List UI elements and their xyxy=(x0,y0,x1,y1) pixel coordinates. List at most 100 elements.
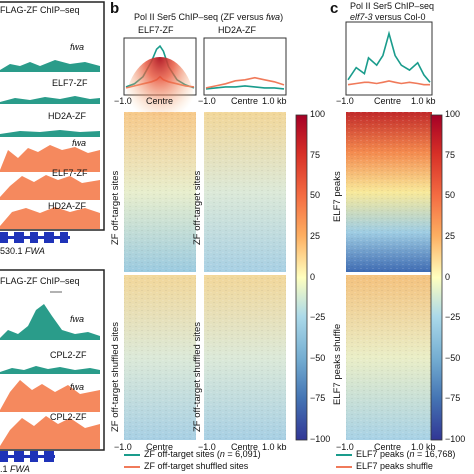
colorbar-tick: −100 xyxy=(310,434,331,444)
legend-b-1-swatch xyxy=(124,453,140,456)
track-label-cpl2-1: CPL2-ZF xyxy=(50,350,87,360)
gene-label-top-italic: FWA xyxy=(25,246,45,256)
panel-a-top-title: FLAG-ZF ChIP–seq xyxy=(0,5,80,15)
row-label-c-1: ELF7 peaks xyxy=(332,171,343,222)
colorbar-tick: −25 xyxy=(445,312,461,323)
track-fwa-4 xyxy=(0,380,100,412)
heatmap-b-hd2a-bottom xyxy=(204,275,286,440)
gene-label-bottom-italic: FWA xyxy=(10,464,30,474)
profile-line-c-1 xyxy=(347,80,430,86)
xtick-bhm-centre1: Centre xyxy=(146,442,174,452)
track-cpl2-2 xyxy=(0,416,100,449)
track-fwa-3 xyxy=(0,304,100,340)
track-label-cpl2-2: CPL2-ZF xyxy=(50,412,87,422)
track-label-fwa-3: fwa xyxy=(70,314,85,324)
colorbar-tick: 50 xyxy=(445,190,456,201)
xtick-bhm-left: −1.0 xyxy=(114,442,132,452)
xtick-b2-centre: Centre xyxy=(231,96,259,106)
colorbar-tick: −100 xyxy=(445,434,466,444)
legend-c-1-italic: n xyxy=(409,449,415,459)
profile-line-c-0 xyxy=(347,30,431,83)
row-label-b-2b: ZF off-target shuffled sites xyxy=(192,321,203,432)
row-label-b-2a: ZF off-target shuffled sites xyxy=(110,321,121,432)
colorbar-tick: 50 xyxy=(310,190,321,201)
gene-label-bottom-prefix: .1 xyxy=(0,464,8,474)
row-label-c-2: ELF7 peaks shuffle xyxy=(332,323,343,405)
xtick-bhm-centre2: Centre xyxy=(231,442,259,452)
colorbar-tick: −25 xyxy=(310,312,326,323)
panel-c-title: Pol II Ser5 ChIP–seq xyxy=(350,1,435,11)
profile-line-b-HD2A-ZF-0 xyxy=(205,85,285,90)
gene-label-top: 530.1 FWA xyxy=(0,246,45,256)
colorbar-tick: 25 xyxy=(310,230,321,241)
track-hd2a-1 xyxy=(0,130,100,137)
xtick-b1-centre: Centre xyxy=(146,96,174,106)
track-fwa-2 xyxy=(0,145,100,172)
colorbar-tick: 0 xyxy=(445,271,451,282)
track-cpl2-1 xyxy=(0,366,100,374)
legend-c-1-suffix: = 16,768) xyxy=(414,449,456,459)
legend-c-2-swatch xyxy=(336,465,352,468)
panel-c-subtitle: elf7-3 versus Col-0 xyxy=(350,12,426,22)
panel-a-bottom-title: FLAG-ZF ChIP–seq xyxy=(0,276,80,286)
panel-b-title-suffix: ) xyxy=(280,12,284,22)
panel-b-title-prefix: Pol II Ser5 ChIP–seq (ZF versus xyxy=(134,12,267,22)
gene-model-top xyxy=(0,232,70,243)
legend-b-1-prefix: ZF off-target sites ( xyxy=(144,449,220,459)
xtick-b2-left: −1.0 xyxy=(198,96,216,106)
legend-b-1-italic: n xyxy=(219,449,225,459)
xtick-c-centre: Centre xyxy=(374,96,402,106)
colorbar-tick: −75 xyxy=(310,393,326,404)
panel-c-letter: c xyxy=(330,0,339,17)
colorbar-tick: −50 xyxy=(445,352,461,363)
col-label-elf7: ELF7-ZF xyxy=(138,25,174,35)
legend-b-2-swatch xyxy=(124,465,140,468)
xtick-chm-centre: Centre xyxy=(374,442,402,452)
track-label-fwa-4: fwa xyxy=(70,382,85,392)
panel-c-subtitle-suffix: versus Col-0 xyxy=(372,12,426,22)
colorbar-tick: −50 xyxy=(310,352,326,363)
legend-c-1-prefix: ELF7 peaks ( xyxy=(356,449,410,459)
colorbar-tick: 75 xyxy=(310,149,321,160)
panel-a-bottom-tracks xyxy=(0,291,100,449)
row-label-b-1a: ZF off-target sites xyxy=(110,170,121,245)
xtick-bhm-left2: −1.0 xyxy=(198,442,216,452)
xtick-c-right: 1.0 kb xyxy=(411,96,436,106)
colorbar-tick: 100 xyxy=(310,109,326,119)
xtick-chm-left: −1.0 xyxy=(336,442,354,452)
profile-box-c xyxy=(345,21,433,96)
panel-b-letter: b xyxy=(110,0,120,17)
panel-b-title-italic: fwa xyxy=(266,12,281,22)
xtick-b1-left: −1.0 xyxy=(114,96,132,106)
track-label-elf7-1: ELF7-ZF xyxy=(52,78,88,88)
heatmap-c-bottom xyxy=(346,275,432,440)
heatmap-b-elf7-bottom xyxy=(124,275,196,440)
colorbar-tick: 0 xyxy=(310,271,316,282)
legend-c-2: ELF7 peaks shuffle xyxy=(336,461,433,471)
track-label-fwa-1: fwa xyxy=(70,42,85,52)
legend-b-2: ZF off-target shuffled sites xyxy=(124,461,248,471)
profile-line-b-HD2A-ZF-1 xyxy=(205,76,285,89)
colorbar-b xyxy=(295,114,308,441)
legend-b-1: ZF off-target sites (n = 6,091) xyxy=(124,449,261,459)
xtick-bhm-right: 1.0 kb xyxy=(262,442,287,452)
track-elf7-1 xyxy=(0,96,100,104)
heatmap-b-elf7-top xyxy=(124,57,196,272)
xtick-b2-right: 1.0 kb xyxy=(262,96,287,106)
colorbar-tick: 100 xyxy=(445,109,461,119)
colorbar-tick: −75 xyxy=(445,393,461,404)
track-label-hd2a-2: HD2A-ZF xyxy=(48,201,86,211)
legend-c-1: ELF7 peaks (n = 16,768) xyxy=(336,449,455,459)
track-label-elf7-2: ELF7-ZF xyxy=(52,168,88,178)
colorbar-tick: 75 xyxy=(445,149,456,160)
col-label-hd2a: HD2A-ZF xyxy=(218,25,256,35)
gene-label-bottom: .1 FWA xyxy=(0,464,30,474)
panel-b-title: Pol II Ser5 ChIP–seq (ZF versus fwa) xyxy=(134,12,283,22)
legend-b-1-suffix: = 6,091) xyxy=(224,449,261,459)
legend-c-1-swatch xyxy=(336,453,352,456)
track-label-fwa-2: fwa xyxy=(72,138,87,148)
heatmap-c-top xyxy=(346,112,432,272)
xtick-chm-right: 1.0 kb xyxy=(411,442,436,452)
profile-box-hd2a xyxy=(203,37,287,96)
